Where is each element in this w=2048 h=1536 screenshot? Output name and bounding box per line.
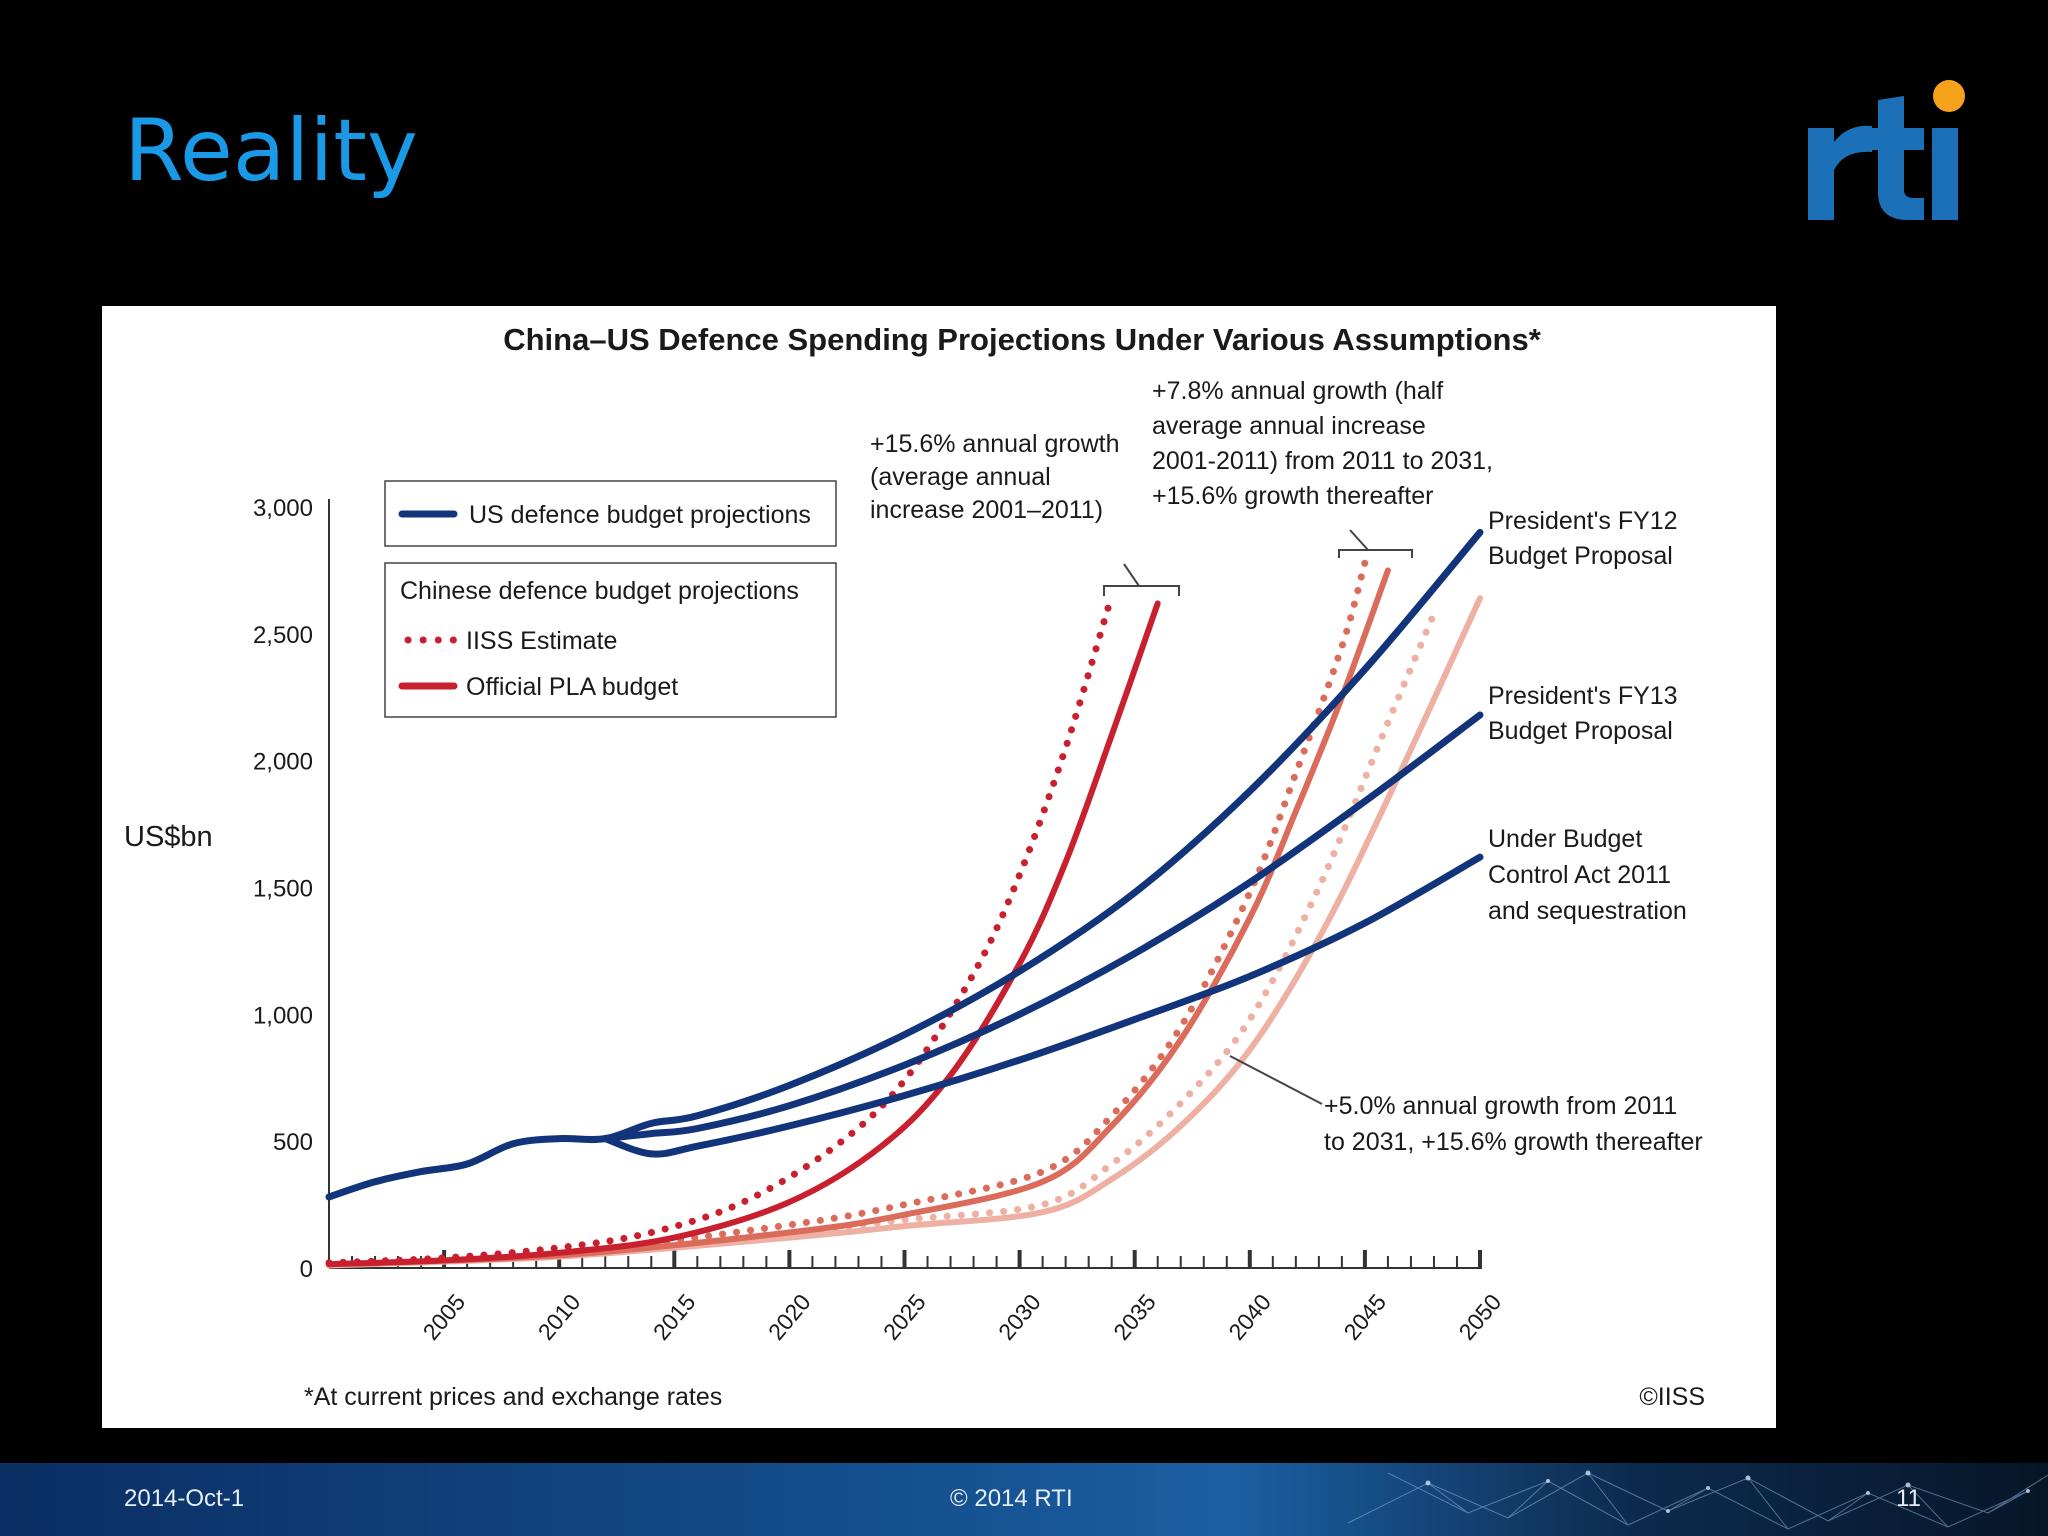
label-fy13-line: Budget Proposal	[1488, 717, 1673, 745]
x-tick-label: 2030	[993, 1289, 1046, 1345]
x-tick-label: 2050	[1453, 1289, 1506, 1345]
x-tick-label: 2010	[533, 1289, 586, 1345]
series-line-dark-solid	[326, 600, 1161, 1268]
network-graphic	[1347, 1470, 2048, 1530]
annotation-50-line: +5.0% annual growth from 2011	[1324, 1092, 1677, 1120]
chart-panel: China–US Defence Spending Projections Un…	[102, 306, 1776, 1428]
label-fy12-line: Budget Proposal	[1488, 542, 1673, 570]
annotation-156-line: +15.6% annual growth	[870, 430, 1120, 458]
x-tick-label: 2045	[1338, 1289, 1391, 1345]
series-line-us	[325, 528, 1484, 1201]
label-bca-line: Under Budget	[1488, 825, 1642, 853]
label-bca-line: Control Act 2011	[1488, 861, 1671, 889]
annotation-78-line: +15.6% growth thereafter	[1152, 482, 1433, 510]
y-tick-label: 2,500	[253, 622, 313, 649]
annotation-78-line: average annual increase	[1152, 412, 1426, 440]
y-tick-label: 500	[273, 1129, 313, 1156]
x-tick-label: 2025	[878, 1289, 931, 1345]
annotation-156: +15.6% annual growth (average annual inc…	[870, 430, 1126, 524]
annotation-78: +7.8% annual growth (half average annual…	[1152, 377, 1500, 510]
annotation-78-line: 2001-2011) from 2011 to 2031,	[1152, 447, 1493, 475]
defence-spending-chart: China–US Defence Spending Projections Un…	[124, 322, 1705, 1411]
series-line-us	[601, 711, 1484, 1143]
label-bca: Under Budget Control Act 2011 and seques…	[1488, 825, 1687, 925]
legend-us: US defence budget projections	[469, 501, 811, 529]
series-line-mid-solid	[326, 567, 1391, 1268]
annotation-50: +5.0% annual growth from 2011 to 2031, +…	[1324, 1092, 1703, 1156]
label-fy12-line: President's FY12	[1488, 507, 1678, 535]
series-line-mid-dotted	[325, 559, 1369, 1267]
source-credit: ©IISS	[1639, 1383, 1705, 1411]
y-tick-label: 2,000	[253, 749, 313, 776]
annotation-brackets	[1103, 529, 1413, 1105]
y-tick-label: 0	[300, 1256, 313, 1283]
label-bca-line: and sequestration	[1488, 897, 1687, 925]
y-tick-label: 1,500	[253, 876, 313, 903]
x-tick-label: 2020	[763, 1289, 816, 1345]
footer-page-number: 11	[1896, 1485, 1921, 1512]
x-tick-label: 2040	[1223, 1289, 1276, 1345]
label-fy13: President's FY13 Budget Proposal	[1488, 682, 1685, 745]
series-line-dark-dotted	[325, 592, 1116, 1267]
footer-bar: 2014-Oct-1 © 2014 RTI 11	[0, 1463, 2048, 1536]
y-tick-label: 1,000	[253, 1002, 313, 1029]
legend: US defence budget projections Chinese de…	[384, 480, 837, 718]
annotation-156-line: increase 2001–2011)	[870, 496, 1103, 524]
y-axis-label: US$bn	[124, 821, 213, 853]
slide-title: Reality	[124, 101, 418, 201]
x-tick-label: 2015	[648, 1289, 701, 1345]
chart-title: China–US Defence Spending Projections Un…	[503, 322, 1541, 357]
series-line-light-dotted	[325, 610, 1438, 1268]
label-fy12: President's FY12 Budget Proposal	[1488, 507, 1685, 570]
series-line-us	[601, 853, 1484, 1158]
legend-cn-header: Chinese defence budget projections	[400, 577, 799, 605]
footer-date: 2014-Oct-1	[124, 1485, 245, 1512]
legend-iiss: IISS Estimate	[466, 627, 617, 655]
y-tick-label: 3,000	[253, 495, 313, 522]
annotation-78-line: +7.8% annual growth (half	[1152, 377, 1443, 405]
x-tick-label: 2035	[1108, 1289, 1161, 1345]
annotation-156-line: (average annual	[870, 463, 1051, 491]
rti-logo: rti	[1808, 80, 1965, 220]
footer-copyright: © 2014 RTI	[950, 1485, 1073, 1512]
legend-pla: Official PLA budget	[466, 673, 678, 701]
footnote: *At current prices and exchange rates	[304, 1383, 722, 1411]
x-tick-label: 2005	[418, 1289, 471, 1345]
annotation-50-line: to 2031, +15.6% growth thereafter	[1324, 1128, 1703, 1156]
label-fy13-line: President's FY13	[1488, 682, 1678, 710]
